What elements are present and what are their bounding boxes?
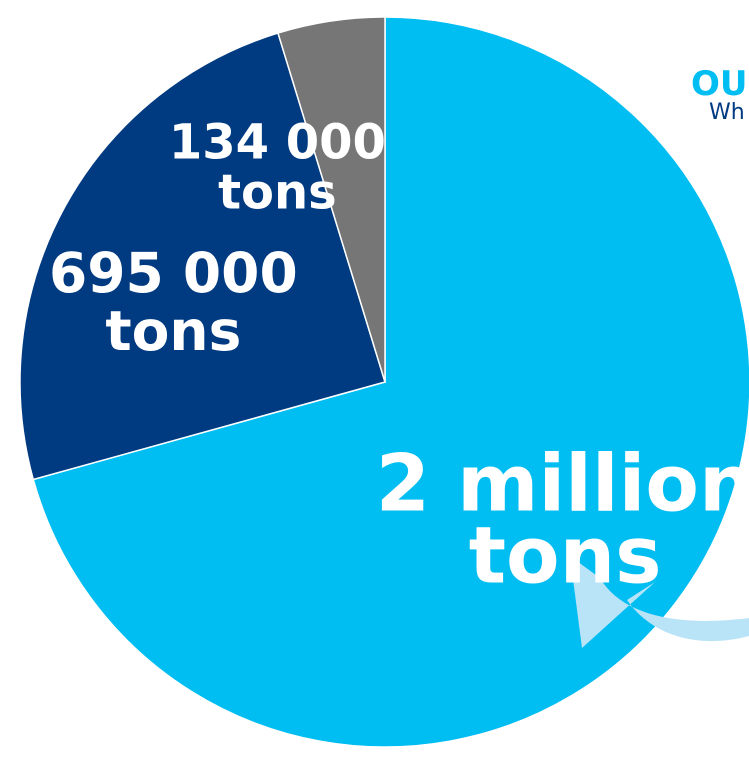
slice-label-line: 695 000 <box>49 241 298 305</box>
slice-label-line: 134 000 <box>169 114 386 170</box>
pie-slice <box>19 32 386 481</box>
slice-label-line: tons <box>105 299 241 363</box>
slice-label-line: 2 million <box>376 439 749 529</box>
pointer-arrow-icon <box>570 556 749 648</box>
slice-label: 2 million tons <box>376 439 749 601</box>
pie-slice <box>277 16 386 383</box>
pie-slice <box>32 16 749 748</box>
slice-label-line: tons <box>469 511 662 601</box>
side-text: OU Wh <box>691 66 749 126</box>
side-subtext: Wh <box>709 100 745 125</box>
slice-label-line: tons <box>218 164 337 220</box>
slice-label: 134 000 tons <box>169 114 386 220</box>
pie-slices <box>19 16 749 748</box>
side-heading: OU <box>691 64 748 104</box>
slice-label: 695 000 tons <box>49 241 298 363</box>
